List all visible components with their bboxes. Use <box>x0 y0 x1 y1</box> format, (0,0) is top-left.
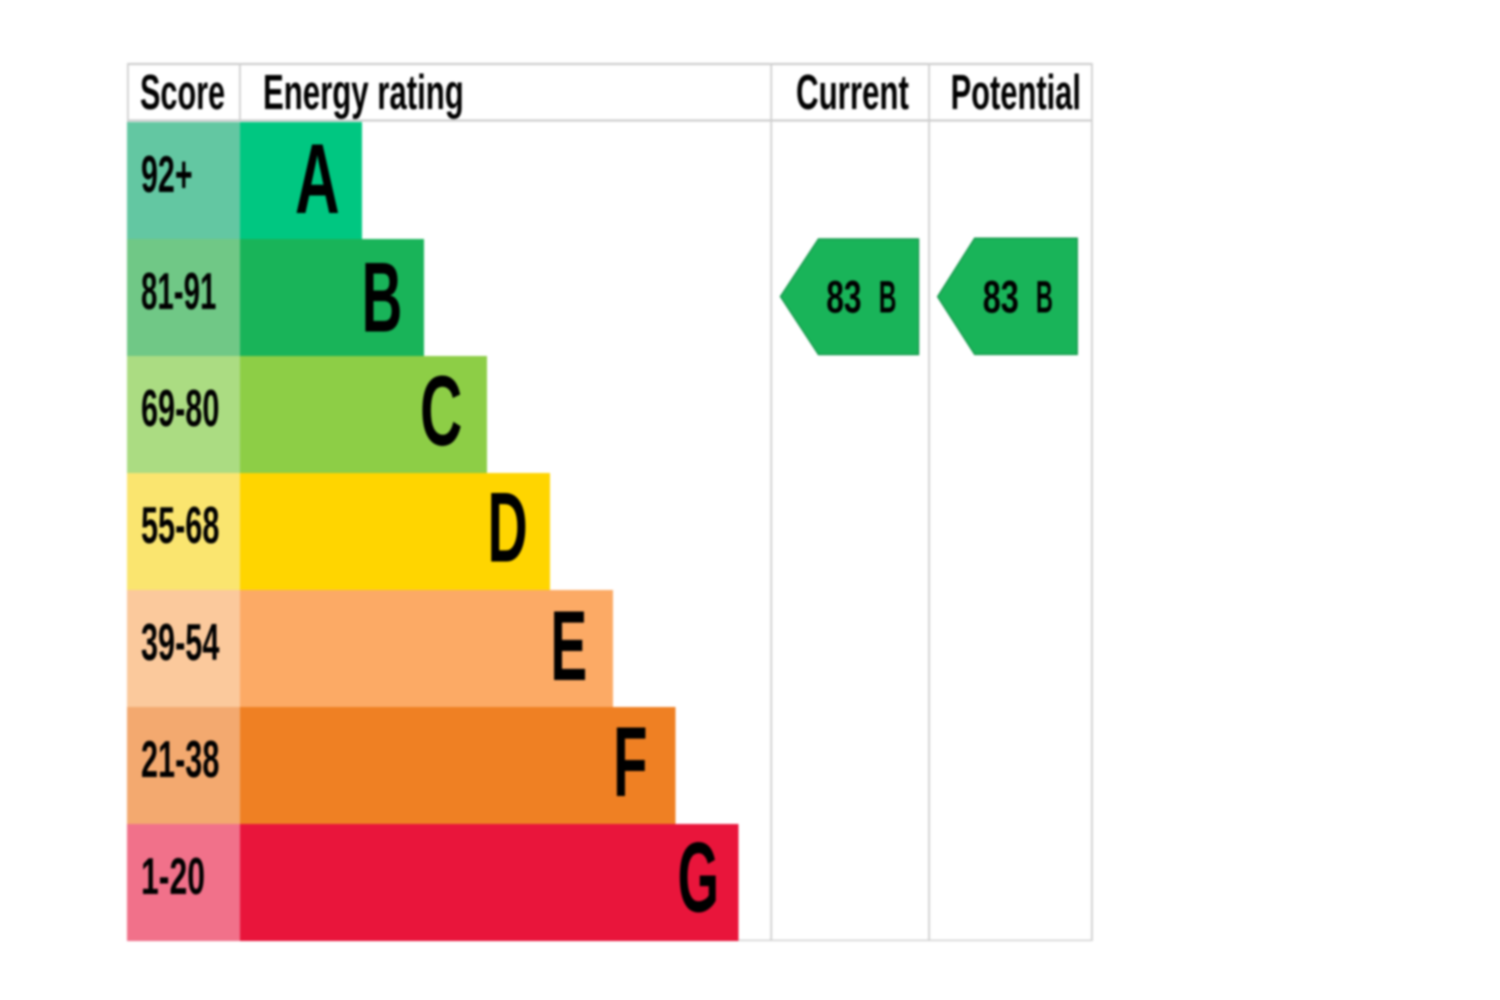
svg-text:1-20: 1-20 <box>141 848 205 906</box>
svg-text:Score: Score <box>140 65 225 120</box>
svg-text:Energy rating: Energy rating <box>263 65 464 120</box>
svg-text:39-54: 39-54 <box>141 614 220 672</box>
svg-text:C: C <box>420 356 462 467</box>
svg-text:92+: 92+ <box>141 146 193 205</box>
svg-text:G: G <box>678 822 719 933</box>
svg-text:69-80: 69-80 <box>141 380 219 438</box>
svg-text:Current: Current <box>796 65 909 120</box>
svg-text:E: E <box>550 590 587 701</box>
svg-text:A: A <box>295 124 340 234</box>
svg-text:B: B <box>1036 271 1053 322</box>
svg-text:81-91: 81-91 <box>141 262 216 320</box>
svg-text:83: 83 <box>826 273 861 323</box>
svg-text:Potential: Potential <box>951 65 1081 120</box>
svg-text:21-38: 21-38 <box>141 731 219 789</box>
svg-text:D: D <box>488 473 528 584</box>
svg-text:F: F <box>613 707 647 818</box>
svg-text:83: 83 <box>983 273 1019 322</box>
svg-text:B: B <box>362 243 403 354</box>
svg-text:B: B <box>879 271 897 322</box>
svg-text:55-68: 55-68 <box>141 497 219 555</box>
